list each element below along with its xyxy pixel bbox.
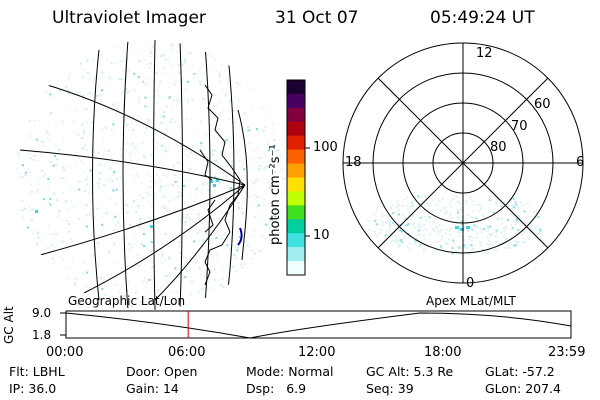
colorbar-segment: [287, 247, 305, 262]
terminator-line: [237, 109, 248, 261]
colorbar-segment: [287, 177, 305, 192]
altitude-curve: [65, 312, 572, 339]
mlt-label-0: 0: [466, 276, 475, 291]
colorbar-segment: [287, 135, 305, 151]
colorbar-segment: [287, 205, 305, 220]
status-gain: Gain: 14: [126, 381, 179, 396]
lat-label-70: 70: [511, 119, 528, 134]
colorbar-unit-label: photon cm⁻²s⁻¹: [268, 144, 283, 245]
status-glat: GLat: -57.2: [485, 364, 555, 379]
time-tick-0000: 00:00: [46, 345, 84, 360]
colorbar-segment: [287, 93, 305, 109]
status-flt: Flt: LBHL: [9, 364, 65, 379]
altitude-axis-label: GC Alt: [2, 306, 16, 344]
alt-tick-label-1.8: 1.8: [32, 328, 52, 342]
colorbar-segment: [287, 163, 305, 178]
time-tick-1800: 18:00: [424, 345, 462, 360]
colorbar-segment: [287, 107, 305, 123]
altitude-plot: [60, 310, 572, 339]
colorbar-label-10: 10: [313, 228, 330, 243]
colorbar-frame: [286, 79, 306, 276]
alt-tick-label-9: 9.0: [32, 306, 52, 320]
colorbar-segment: [287, 121, 305, 137]
time-tick-1200: 12:00: [298, 345, 336, 360]
lat-label-80: 80: [490, 140, 507, 155]
status-dsp: Dsp: 6.9: [246, 381, 307, 396]
lat-label-60: 60: [534, 97, 551, 112]
time-tick-0600: 06:00: [168, 345, 206, 360]
mlt-label-12: 12: [476, 46, 493, 61]
status-gc-alt: GC Alt: 5.3 Re: [366, 364, 454, 379]
colorbar-segment: [287, 149, 305, 165]
mlt-label-6: 6: [576, 155, 585, 170]
date-label: 31 Oct 07: [275, 8, 359, 28]
status-door: Door: Open: [126, 364, 198, 379]
status-ip: IP: 36.0: [9, 381, 57, 396]
mlt-label-18: 18: [345, 155, 362, 170]
instrument-title: Ultraviolet Imager: [52, 8, 206, 28]
colorbar: [287, 80, 305, 276]
colorbar-label-100: 100: [313, 140, 338, 155]
colorbar-segment: [287, 261, 305, 276]
polar-diag-2: [377, 77, 549, 249]
footprint-trace: [237, 227, 243, 246]
status-seq: Seq: 39: [366, 381, 414, 396]
time-label: 05:49:24 UT: [430, 8, 535, 28]
colorbar-segment: [287, 233, 305, 248]
geographic-map: [15, 40, 285, 310]
uv-emission-speckle-left: [15, 43, 285, 308]
uv-emission-speckle-right: [367, 195, 542, 256]
meridian-lines: [19, 40, 246, 310]
apex-map-label: Apex MLat/MLT: [426, 294, 516, 308]
colorbar-segment: [287, 80, 305, 95]
colorbar-segment: [287, 219, 305, 234]
time-tick-2359: 23:59: [548, 345, 586, 360]
altitude-plot-frame: [65, 310, 572, 339]
colorbar-segment: [287, 191, 305, 206]
geographic-map-label: Geographic Lat/Lon: [68, 294, 186, 308]
status-glon: GLon: 207.4: [485, 381, 561, 396]
status-mode: Mode: Normal: [246, 364, 334, 379]
coastline: [199, 84, 241, 286]
polar-plot: [342, 42, 584, 284]
